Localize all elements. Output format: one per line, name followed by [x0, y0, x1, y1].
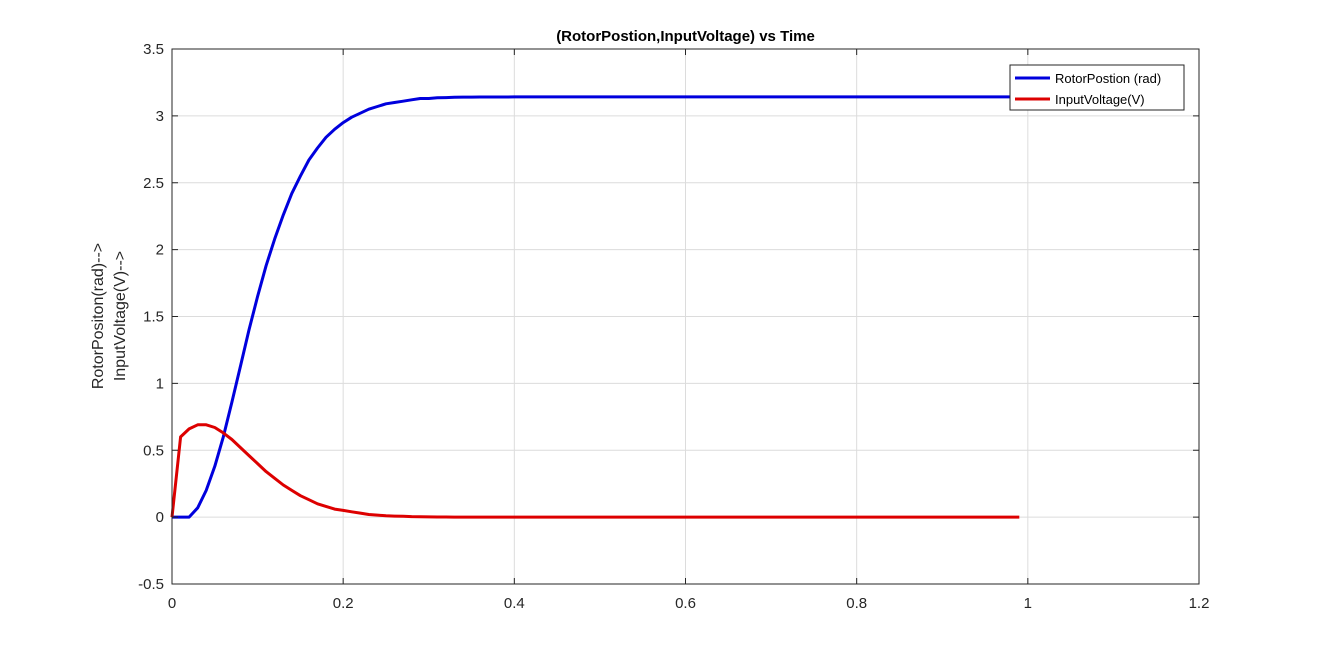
x-tick-label: 0.8	[846, 595, 867, 612]
y-tick-label: 1.5	[143, 309, 164, 326]
y-tick-label: 2.5	[143, 175, 164, 192]
input-voltage-line	[170, 423, 1020, 519]
y-tick-label: 0	[156, 509, 164, 526]
tick-marks	[171, 48, 1200, 585]
x-tick-label: 0.4	[504, 595, 525, 612]
legend-label-input-voltage: InputVoltage(V)	[1055, 92, 1145, 107]
x-tick-label: 0.6	[675, 595, 696, 612]
y-tick-label: 0.5	[143, 442, 164, 459]
legend-box	[1009, 64, 1185, 111]
y-tick-label: 1	[156, 375, 164, 392]
legend-label-rotor-position: RotorPostion (rad)	[1055, 71, 1161, 86]
y-tick-labels: -0.5 0 0.5 1 1.5 2 2.5 3 3.5	[138, 41, 164, 593]
y-tick-label: -0.5	[138, 576, 164, 593]
y-tick-label: 3.5	[143, 41, 164, 58]
x-tick-labels: 0 0.2 0.4 0.6 0.8 1 1.2	[168, 595, 1210, 612]
series-lines	[170, 95, 1020, 519]
x-tick-label: 1	[1024, 595, 1032, 612]
legend: RotorPostion (rad) InputVoltage(V)	[1009, 64, 1185, 111]
x-tick-label: 0.2	[333, 595, 354, 612]
y-tick-label: 3	[156, 108, 164, 125]
x-tick-label: 1.2	[1189, 595, 1210, 612]
y-tick-label: 2	[156, 242, 164, 259]
rotor-position-line	[172, 95, 1020, 519]
x-tick-label: 0	[168, 595, 176, 612]
y-axis-label-line-2: InputVoltage(V)-->	[112, 251, 129, 381]
y-axis-label-line-1: RotorPositon(rad)-->	[90, 243, 107, 389]
chart-title: (RotorPostion,InputVoltage) vs Time	[556, 28, 815, 45]
